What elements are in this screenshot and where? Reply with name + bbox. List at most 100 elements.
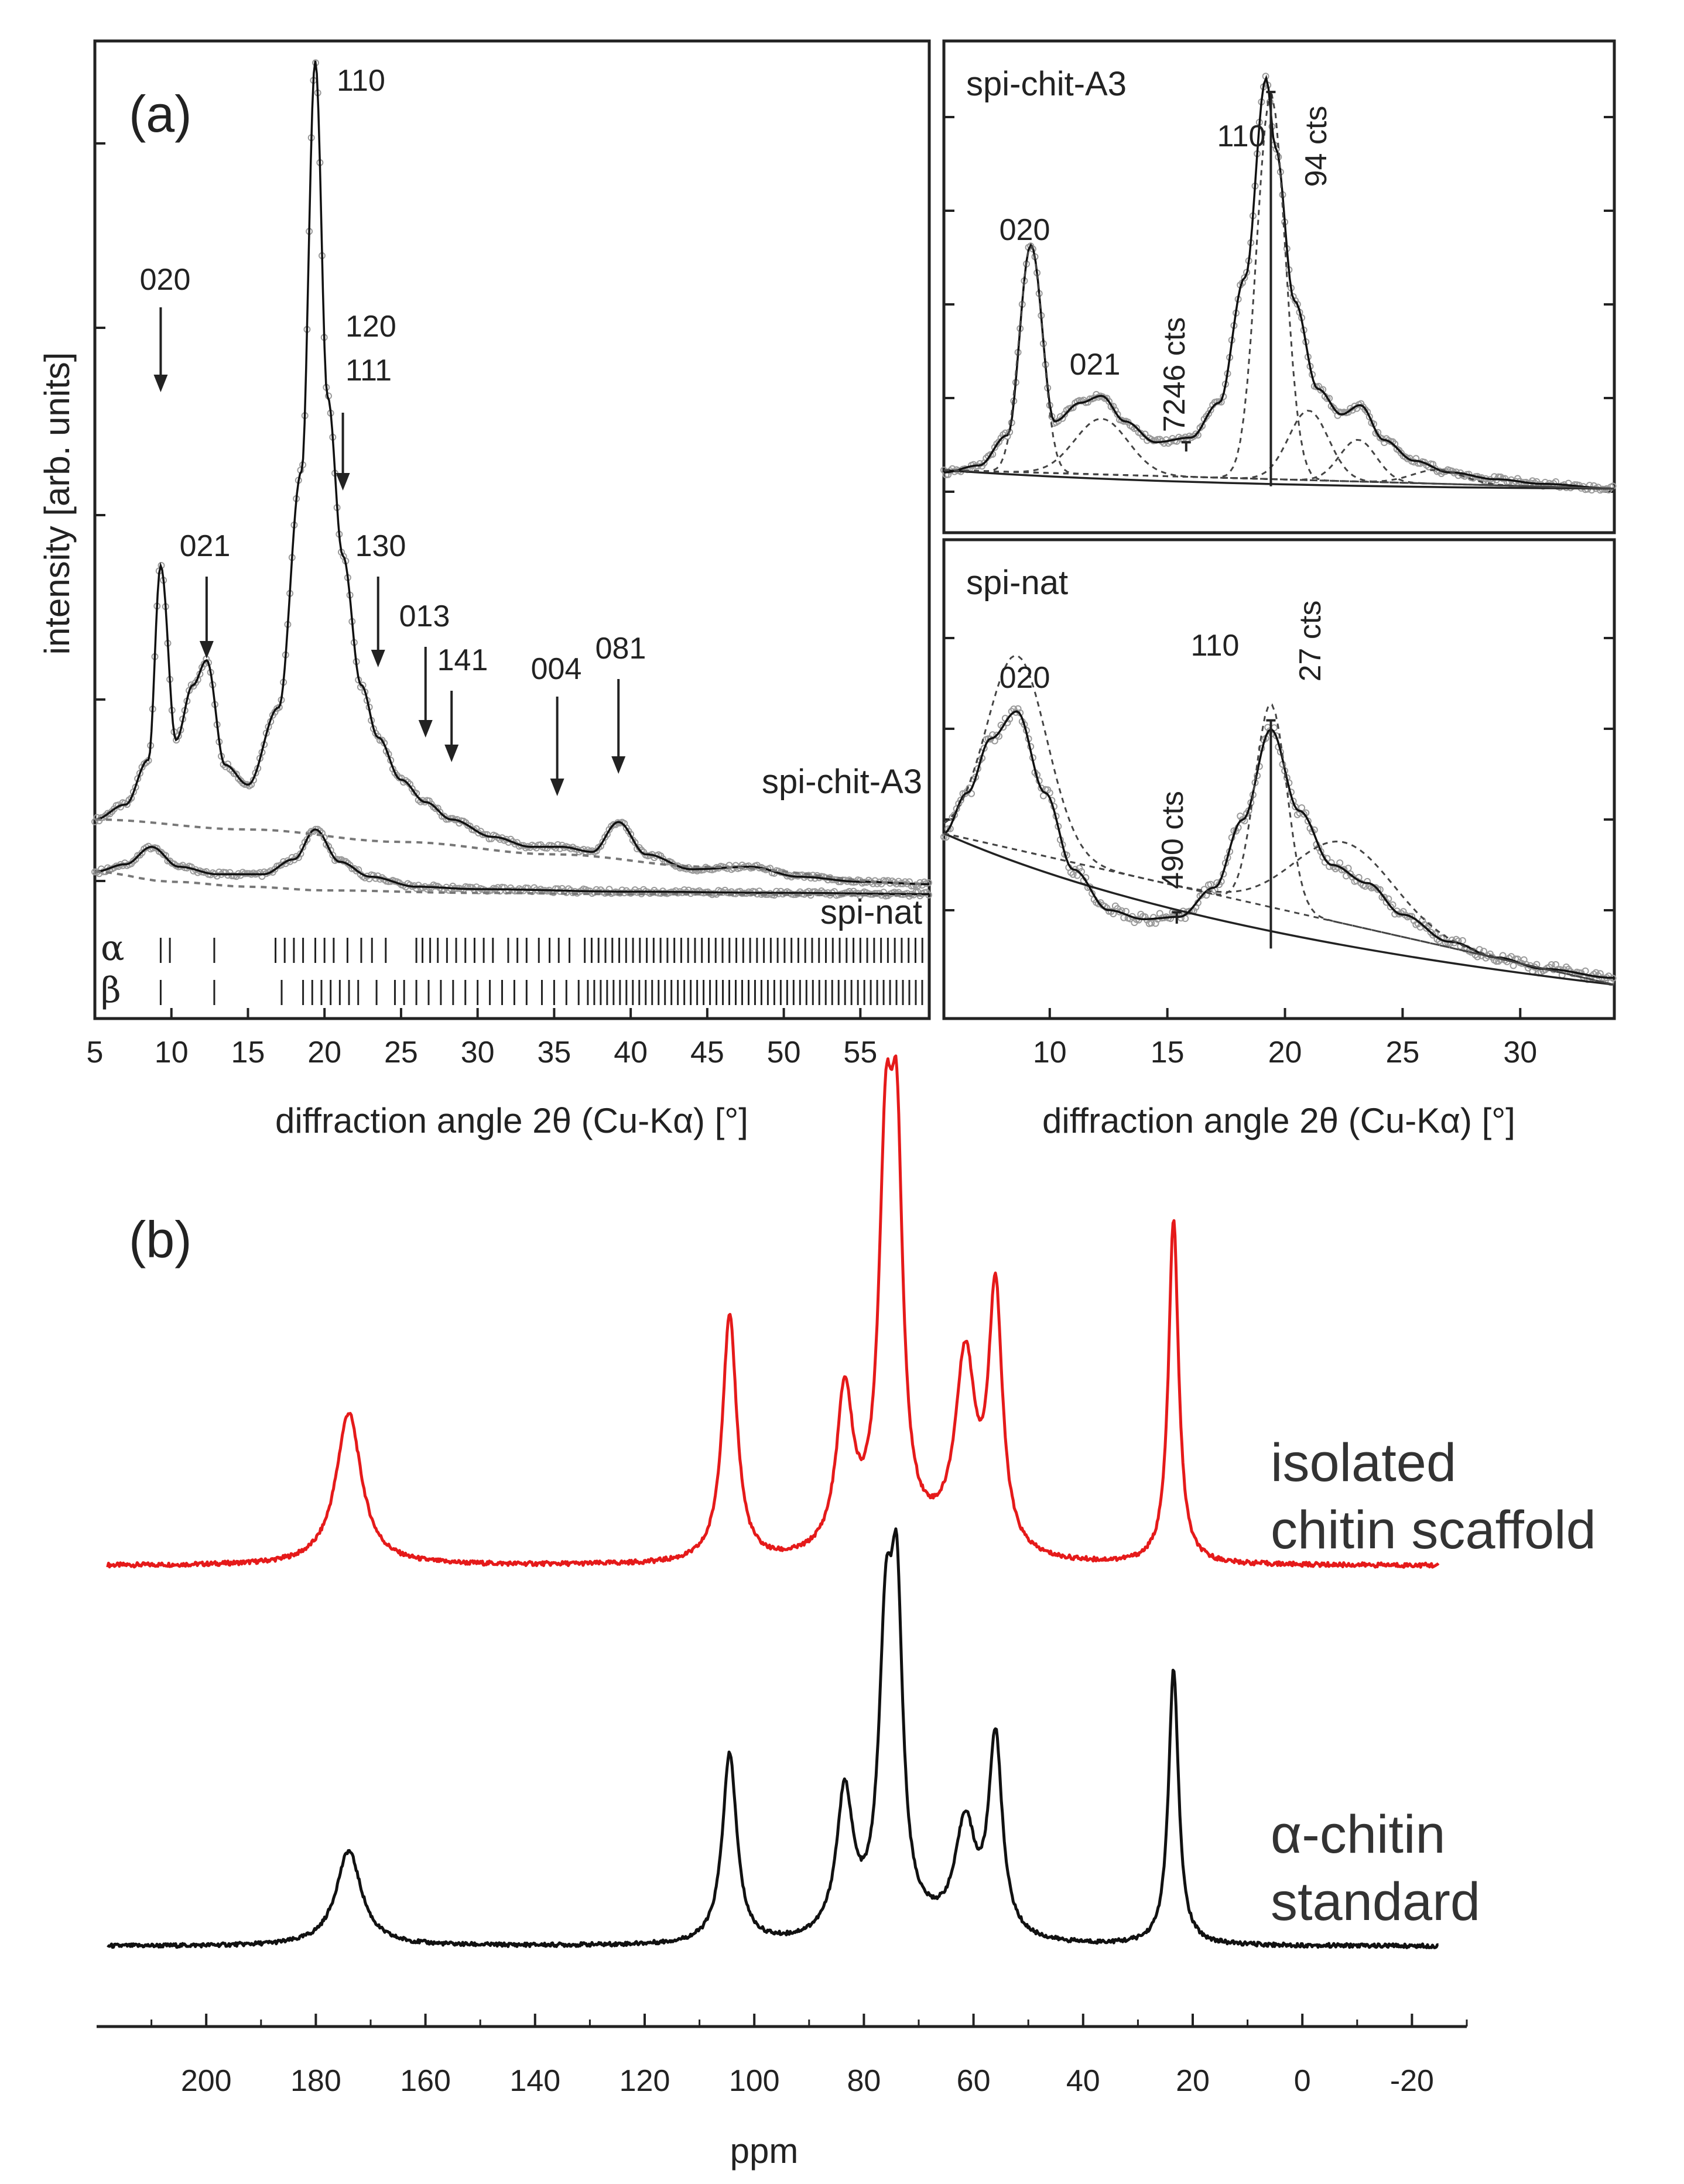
fit-data-point bbox=[1402, 453, 1409, 461]
fit-xtick-label: 15 bbox=[1151, 1036, 1185, 1069]
fit-data-point bbox=[968, 790, 975, 797]
xrd-data-point bbox=[132, 856, 139, 863]
fit-xtick-label: 10 bbox=[1033, 1036, 1067, 1069]
xrd-data-point bbox=[597, 886, 604, 894]
peak-label-081: 081 bbox=[595, 632, 646, 666]
xrd-data-point bbox=[494, 884, 502, 892]
fit-data-point bbox=[1199, 422, 1206, 430]
fit-component bbox=[943, 832, 1615, 986]
xrd-y-title: intensity [arb. units] bbox=[37, 352, 77, 655]
peak-label-141: 141 bbox=[437, 643, 488, 677]
fit-peak-label-020: 020 bbox=[1000, 661, 1050, 695]
fit-data-point bbox=[1161, 440, 1168, 447]
fit-data-point bbox=[1330, 863, 1337, 870]
peak-label-004: 004 bbox=[531, 652, 582, 686]
xrd-main-line-background-spi-nat bbox=[94, 870, 922, 897]
fit-nat-title: spi-nat bbox=[966, 564, 1068, 602]
fit-data-point bbox=[1406, 913, 1413, 920]
nmr-label-scaffold-line1: isolated bbox=[1271, 1433, 1456, 1493]
fit-data-point bbox=[1292, 297, 1299, 304]
xrd-data-point bbox=[128, 794, 135, 802]
fit-data-point bbox=[1344, 409, 1352, 416]
fit-xtick-label: 30 bbox=[1503, 1036, 1537, 1069]
nmr-xtick-label: 0 bbox=[1294, 2064, 1311, 2098]
fit-nat-ticks bbox=[944, 637, 1614, 911]
fit-count-annotation: 94 cts bbox=[1299, 106, 1333, 187]
peak-label-111: 111 bbox=[345, 354, 392, 388]
nmr-curves bbox=[106, 1054, 1440, 1949]
sample-label-spi-chit-a3: spi-chit-A3 bbox=[762, 763, 922, 801]
xrd-main-xtick-label: 15 bbox=[231, 1036, 265, 1069]
xrd-data-point bbox=[213, 872, 221, 880]
nmr-xtick-label: 140 bbox=[509, 2064, 560, 2098]
nmr-xtick-label: 180 bbox=[290, 2064, 341, 2098]
fit-data-point bbox=[1038, 784, 1045, 792]
xrd-data-point bbox=[593, 886, 600, 893]
xrd-main-yticks bbox=[95, 142, 105, 882]
fit-component bbox=[943, 469, 1615, 490]
alpha-label: α bbox=[101, 928, 125, 969]
nmr-xtick-label: 40 bbox=[1066, 2064, 1100, 2098]
nmr-line-scaffold bbox=[106, 1054, 1440, 1569]
fit-baseline bbox=[943, 469, 1615, 490]
fit-data-point bbox=[1190, 433, 1197, 440]
panel-b-label: (b) bbox=[129, 1211, 192, 1268]
peak-label-120: 120 bbox=[345, 310, 396, 344]
nmr-label-standard-line2: standard bbox=[1271, 1872, 1480, 1932]
peak-label-013: 013 bbox=[399, 599, 450, 633]
sample-label-spi-nat: spi-nat bbox=[820, 893, 922, 931]
xrd-main-curves bbox=[91, 59, 932, 900]
fit-curve bbox=[943, 74, 1614, 490]
nmr-xtick-label: 20 bbox=[1176, 2064, 1210, 2098]
xrd-main-xtick-label: 50 bbox=[767, 1036, 801, 1069]
peak-arrow-head bbox=[153, 375, 168, 392]
fit-data-point bbox=[1365, 413, 1373, 420]
xrd-data-point bbox=[408, 785, 416, 793]
nmr-x-title: ppm bbox=[730, 2131, 799, 2171]
xrd-main-x-title: diffraction angle 2θ (Cu-Kα) [°] bbox=[275, 1101, 748, 1140]
fit-data-point bbox=[1343, 872, 1350, 880]
fit-nat-curves bbox=[940, 654, 1617, 986]
reference-tick-marks bbox=[159, 938, 923, 1005]
fit-peak-label-110: 110 bbox=[1191, 629, 1240, 663]
fit-data-point bbox=[1150, 914, 1157, 921]
nmr-xtick-label: -20 bbox=[1390, 2064, 1434, 2098]
xrd-data-point bbox=[138, 849, 146, 856]
nmr-x-axis: 200 180 160 140 120 100 80 60 40 20 0 -20 bbox=[150, 2014, 1468, 2098]
peak-label-110: 110 bbox=[337, 64, 385, 98]
peak-arrow-head bbox=[199, 641, 214, 659]
peak-arrow-head bbox=[336, 473, 350, 491]
beta-label: β bbox=[101, 970, 121, 1011]
nmr-label-standard-line1: α-chitin bbox=[1271, 1805, 1446, 1864]
nmr-xtick-label: 60 bbox=[957, 2064, 991, 2098]
xrd-main-xtick-label: 30 bbox=[461, 1036, 495, 1069]
xrd-data-point bbox=[417, 884, 425, 892]
fit-peak-label-021: 021 bbox=[1070, 348, 1121, 382]
xrd-data-point bbox=[880, 889, 888, 896]
nmr-xtick-label: 80 bbox=[847, 2064, 881, 2098]
fit-chit-ticks bbox=[944, 116, 1614, 493]
nmr-xtick-label: 100 bbox=[729, 2064, 780, 2098]
fit-data-point bbox=[1207, 880, 1214, 888]
fit-nat-x-title: diffraction angle 2θ (Cu-Kα) [°] bbox=[1042, 1101, 1515, 1140]
nmr-xtick-label: 120 bbox=[619, 2064, 670, 2098]
xrd-main-xtick-label: 45 bbox=[690, 1036, 724, 1069]
xrd-data-point bbox=[303, 836, 311, 844]
fit-peak-label-020: 020 bbox=[1000, 213, 1050, 247]
xrd-data-point bbox=[610, 821, 617, 828]
fit-xtick-label: 25 bbox=[1385, 1036, 1419, 1069]
xrd-data-point bbox=[275, 704, 283, 711]
panel-a-label: (a) bbox=[129, 85, 192, 143]
xrd-data-point bbox=[235, 775, 242, 782]
peak-arrow-head bbox=[550, 779, 564, 796]
xrd-data-point bbox=[912, 889, 919, 896]
fit-nat-x-axis: 10 15 20 25 30 bbox=[1033, 1008, 1537, 1069]
xrd-data-point bbox=[925, 879, 932, 886]
fit-data-point bbox=[991, 444, 998, 451]
nmr-xtick-label: 200 bbox=[181, 2064, 232, 2098]
fit-count-annotation: 490 cts bbox=[1156, 791, 1190, 889]
fit-count-annotation: 7246 cts bbox=[1158, 317, 1192, 433]
fit-data-point bbox=[1178, 914, 1185, 922]
fit-data-point bbox=[1372, 884, 1380, 892]
